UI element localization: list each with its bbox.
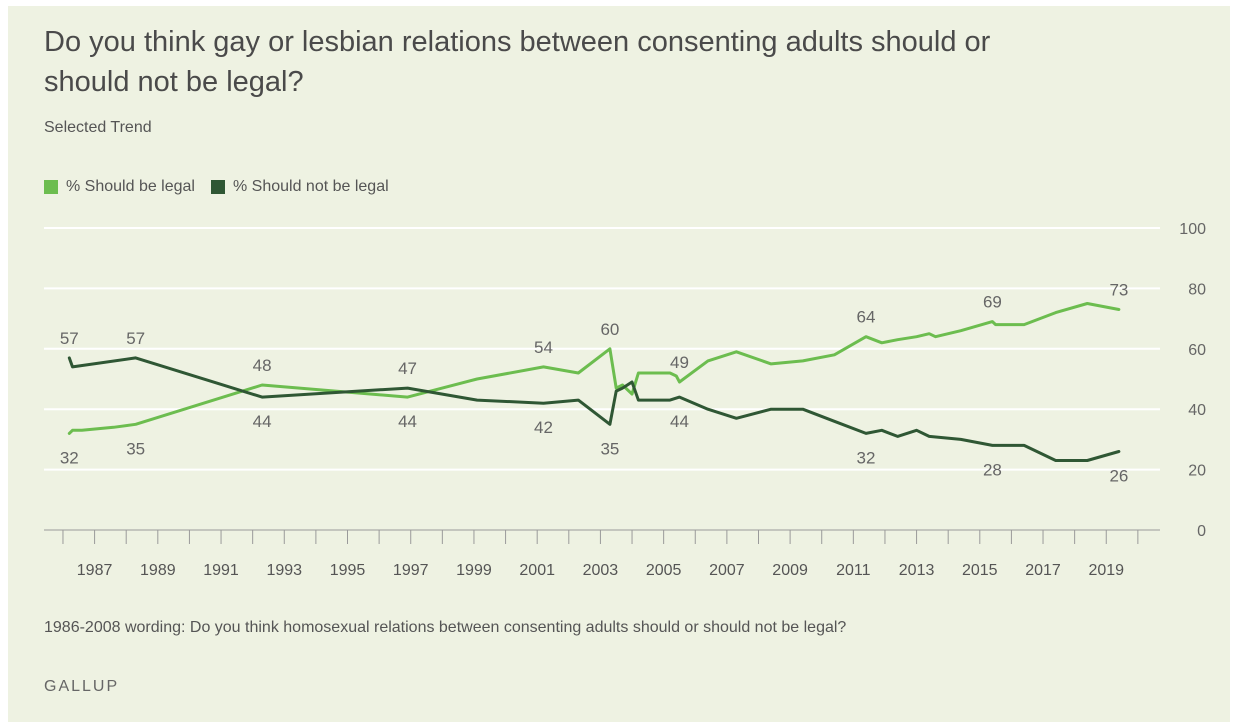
data-label: 60 (600, 320, 619, 339)
data-label: 64 (857, 308, 876, 327)
x-tick-label: 2011 (836, 562, 871, 579)
x-tick-label: 1993 (266, 562, 302, 579)
x-tick-label: 2015 (962, 562, 998, 579)
data-label: 42 (534, 418, 553, 437)
line-chart: 0 20 40 60 80 100 1987 1989 1991 1993 1995 1997 1999… (44, 221, 1206, 579)
chart-footnote: 1986-2008 wording: Do you think homosexu… (44, 619, 847, 636)
data-label: 54 (534, 338, 553, 357)
legend-swatch-not-legal (210, 180, 225, 194)
x-tick-label: 1997 (393, 562, 429, 579)
data-label: 57 (60, 329, 79, 348)
data-label: 44 (398, 412, 417, 431)
data-label: 35 (600, 439, 619, 458)
data-label: 44 (670, 412, 689, 431)
chart-card: Do you think gay or lesbian relations be… (8, 6, 1230, 722)
x-tick-label: 2003 (583, 562, 619, 579)
legend-label-not-legal: % Should not be legal (232, 178, 389, 195)
x-tick-label: 2019 (1088, 562, 1124, 579)
y-tick-label: 40 (1188, 402, 1206, 419)
y-tick-label: 0 (1197, 523, 1206, 540)
x-tick-label: 1999 (456, 562, 492, 579)
y-tick-label: 60 (1188, 342, 1206, 359)
legend-label-legal: % Should be legal (66, 178, 195, 195)
series-line-legal (67, 302, 1121, 435)
data-label: 32 (60, 448, 79, 467)
x-tick-label: 1991 (203, 562, 239, 579)
data-label: 49 (670, 353, 689, 372)
x-tick-label: 2017 (1025, 562, 1061, 579)
data-label: 26 (1109, 466, 1128, 485)
legend-swatch-legal (44, 180, 58, 194)
chart-title: Do you think gay or lesbian relations be… (44, 26, 991, 98)
data-label: 32 (857, 448, 876, 467)
x-tick-label: 2005 (646, 562, 682, 579)
x-tick-label: 2007 (709, 562, 745, 579)
x-tick-label: 2009 (772, 562, 808, 579)
data-label: 28 (983, 460, 1002, 479)
data-label: 57 (126, 329, 145, 348)
y-tick-label: 100 (1179, 221, 1206, 238)
y-tick-label: 80 (1188, 281, 1206, 298)
y-tick-label: 20 (1188, 463, 1206, 480)
x-tick-label: 1989 (140, 562, 176, 579)
x-tick-label: 1987 (77, 562, 113, 579)
data-label: 47 (398, 359, 417, 378)
brand-logo-text: GALLUP (44, 678, 120, 695)
chart-subtitle: Selected Trend (44, 119, 152, 136)
data-label: 44 (253, 412, 272, 431)
x-tick-label: 2001 (519, 562, 555, 579)
data-label: 69 (983, 293, 1002, 312)
legend-item-legal: % Should be legal (44, 178, 195, 196)
data-label: 48 (253, 356, 272, 375)
series-line-not-legal (67, 356, 1121, 462)
data-label: 73 (1109, 281, 1128, 300)
data-label: 35 (126, 439, 145, 458)
legend-item-not-legal: % Should not be legal (210, 178, 389, 196)
x-tick-label: 2013 (899, 562, 935, 579)
x-tick-label: 1995 (330, 562, 366, 579)
chart-legend: % Should be legal % Should not be legal (44, 178, 405, 196)
